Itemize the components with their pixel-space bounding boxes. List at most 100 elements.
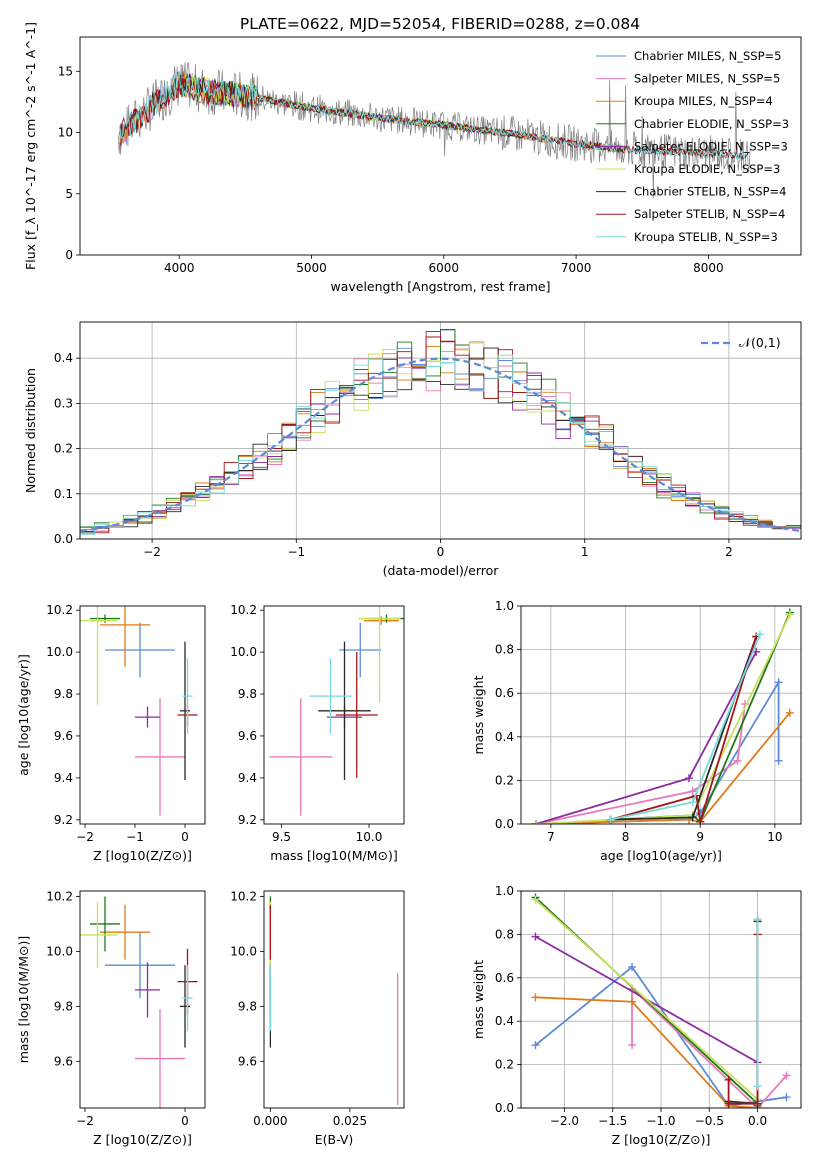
x-tick-label: −2 xyxy=(76,1114,94,1128)
age_vs_mass-plot-area xyxy=(269,606,404,816)
x-tick-label: 0 xyxy=(437,545,445,559)
y-tick-label: 9.8 xyxy=(54,687,73,701)
legend-label: Chabrier STELIB, N_SSP=4 xyxy=(634,185,786,199)
legend-label: Chabrier ELODIE, N_SSP=3 xyxy=(634,117,789,131)
y-axis-label: mass weight xyxy=(471,675,486,754)
x-tick-label: −1.0 xyxy=(646,1114,675,1128)
x-axis-label: age [log10(age/yr)] xyxy=(600,848,722,863)
y-tick-label: 9.2 xyxy=(54,813,73,827)
y-tick-label: 9.8 xyxy=(238,999,257,1013)
y-axis-label: age [log10(age/yr)] xyxy=(16,654,31,776)
age_vs_Z-panel: −2 −1 0 9.2 9.4 9.6 9.8 10.0 10.2 Z [log10(Z/Z⊙)]… xyxy=(16,603,206,863)
legend-label: Kroupa MILES, N_SSP=4 xyxy=(634,94,773,108)
y-tick-label: 15 xyxy=(58,64,73,78)
x-tick-label: −0.5 xyxy=(695,1114,724,1128)
x-tick-label: 2 xyxy=(725,545,733,559)
x-axis-label: Z [log10(Z/Z⊙)] xyxy=(93,848,192,863)
y-tick-label: 10.2 xyxy=(230,889,257,903)
weight-line xyxy=(631,986,788,1108)
weight-marker xyxy=(696,817,705,824)
x-tick-label: −2.0 xyxy=(550,1114,579,1128)
x-axis-label: (data-model)/error xyxy=(383,563,500,578)
y-tick-label: 0.1 xyxy=(54,487,73,501)
y-tick-label: 10.0 xyxy=(230,944,257,958)
mass_vs_ebv-panel: 0.000 0.025 9.6 9.8 10.0 10.2 E(B-V) xyxy=(230,889,405,1147)
x-tick-label: 9.5 xyxy=(272,830,291,844)
weight-marker xyxy=(531,932,540,941)
y-tick-label: 9.8 xyxy=(54,999,73,1013)
x-tick-label: 7000 xyxy=(561,261,592,275)
residual-histogram xyxy=(80,354,801,535)
model-spectrum-line xyxy=(119,70,749,160)
weight-line xyxy=(535,996,758,1108)
y-tick-label: 0.6 xyxy=(495,686,514,700)
weight-line xyxy=(535,614,791,824)
weight-marker xyxy=(782,1093,791,1102)
y-tick-label: 0.8 xyxy=(495,643,514,657)
weight-line xyxy=(535,703,746,824)
x-tick-label: 10.0 xyxy=(356,830,383,844)
y-axis-label: mass [log10(M/M⊙)] xyxy=(16,936,31,1064)
legend-label: Salpeter STELIB, N_SSP=4 xyxy=(634,207,785,221)
weight-marker xyxy=(606,815,615,824)
x-axis-label: wavelength [Angstrom, rest frame] xyxy=(330,279,550,294)
weight-marker xyxy=(688,813,697,822)
weight-marker xyxy=(753,1099,762,1108)
residual-histogram xyxy=(80,342,801,530)
weight-line xyxy=(610,636,758,823)
weight-marker xyxy=(685,774,693,783)
x-axis-label: mass [log10(M/M⊙)] xyxy=(270,848,398,863)
weight-marker xyxy=(753,1082,762,1091)
y-tick-label: 9.6 xyxy=(54,729,73,743)
y-tick-label: 9.6 xyxy=(238,1054,257,1068)
y-tick-label: 0.0 xyxy=(54,532,73,546)
weight-marker xyxy=(688,798,697,807)
axes-frame xyxy=(520,890,802,1109)
legend-label: Salpeter MILES, N_SSP=5 xyxy=(634,72,780,86)
age_vs_Z-plot-area xyxy=(80,606,198,816)
x-tick-label: −2 xyxy=(76,830,94,844)
y-tick-label: 10.2 xyxy=(230,603,257,617)
y-tick-label: 0.2 xyxy=(495,773,514,787)
axes-frame xyxy=(79,36,802,256)
weight-marker xyxy=(755,630,764,639)
y-axis-label: mass weight xyxy=(471,960,486,1039)
legend-label: Kroupa STELIB, N_SSP=3 xyxy=(634,230,778,244)
weight-marker xyxy=(531,895,540,904)
y-tick-label: 0.0 xyxy=(495,1101,514,1115)
y-tick-label: 10.2 xyxy=(46,603,73,617)
weight-marker xyxy=(531,993,540,1002)
axes-frame xyxy=(79,890,206,1109)
x-tick-label: 0.000 xyxy=(253,1114,287,1128)
weight-marker xyxy=(785,610,794,619)
y-axis-label: Normed distribution xyxy=(23,368,38,493)
y-tick-label: 10.0 xyxy=(46,944,73,958)
y-tick-label: 0.2 xyxy=(495,1058,514,1072)
x-tick-label: 0.025 xyxy=(333,1114,367,1128)
x-tick-label: 6000 xyxy=(429,261,460,275)
weight-line xyxy=(610,633,761,821)
x-tick-label: 0 xyxy=(181,830,189,844)
y-tick-label: 9.6 xyxy=(54,1054,73,1068)
x-tick-label: 7 xyxy=(547,830,555,844)
residual-histogram xyxy=(80,347,801,533)
observed-spectrum-line xyxy=(118,61,751,199)
weight-marker xyxy=(628,962,637,971)
y-tick-label: 0 xyxy=(65,248,73,262)
axes-frame xyxy=(79,605,206,825)
weight-marker xyxy=(753,915,762,924)
weight-marker xyxy=(531,820,540,824)
mass_vs_Z-plot-area xyxy=(80,896,198,1108)
axes-frame xyxy=(263,605,405,825)
y-tick-label: 1.0 xyxy=(495,599,514,613)
mass_vs_ebv-plot-area xyxy=(269,896,399,1106)
axes-frame xyxy=(520,605,802,825)
weight-line xyxy=(535,651,757,824)
residual-histogram xyxy=(80,328,801,528)
y-tick-label: 0.6 xyxy=(495,971,514,985)
legend-label: Chabrier MILES, N_SSP=5 xyxy=(634,49,781,63)
x-tick-label: 4000 xyxy=(164,261,195,275)
weight-marker xyxy=(724,1099,733,1108)
